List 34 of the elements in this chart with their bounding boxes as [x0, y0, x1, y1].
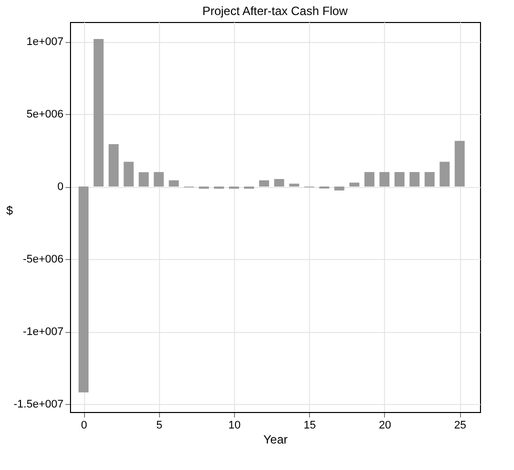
bar [289, 184, 300, 187]
bar [410, 172, 420, 187]
y-axis-title: $ [6, 204, 14, 218]
bar [78, 186, 89, 392]
bar [108, 144, 119, 187]
bar [274, 179, 284, 187]
bar [364, 172, 374, 187]
bar [154, 172, 164, 187]
x-tick-label: 25 [454, 420, 466, 432]
y-tick-label: -1.5e+007 [14, 398, 64, 411]
bar [424, 172, 435, 187]
x-tick-label: 15 [304, 420, 316, 432]
bar [334, 186, 344, 190]
bar [168, 180, 179, 187]
y-tick-label: 0 [57, 181, 64, 194]
bar [138, 172, 149, 187]
y-tick-label: -1e+007 [22, 326, 64, 338]
bar [379, 172, 390, 187]
bar [440, 162, 450, 187]
x-tick-label: 20 [378, 420, 392, 432]
bar [454, 140, 465, 187]
x-tick-label: 0 [80, 420, 88, 432]
y-tick-label: -5e+006 [22, 254, 64, 266]
bar [394, 172, 405, 187]
bar [124, 162, 134, 187]
chart-title: Project After-tax Cash Flow [202, 4, 348, 18]
x-axis-title: Year [263, 432, 288, 446]
x-tick-label: 10 [228, 420, 241, 432]
y-tick-label: 5e+006 [26, 108, 64, 121]
bar [349, 182, 360, 187]
bar [94, 38, 104, 187]
x-tick-label: 5 [156, 420, 162, 432]
y-tick-label: 1e+007 [26, 36, 64, 48]
bar [259, 180, 270, 187]
